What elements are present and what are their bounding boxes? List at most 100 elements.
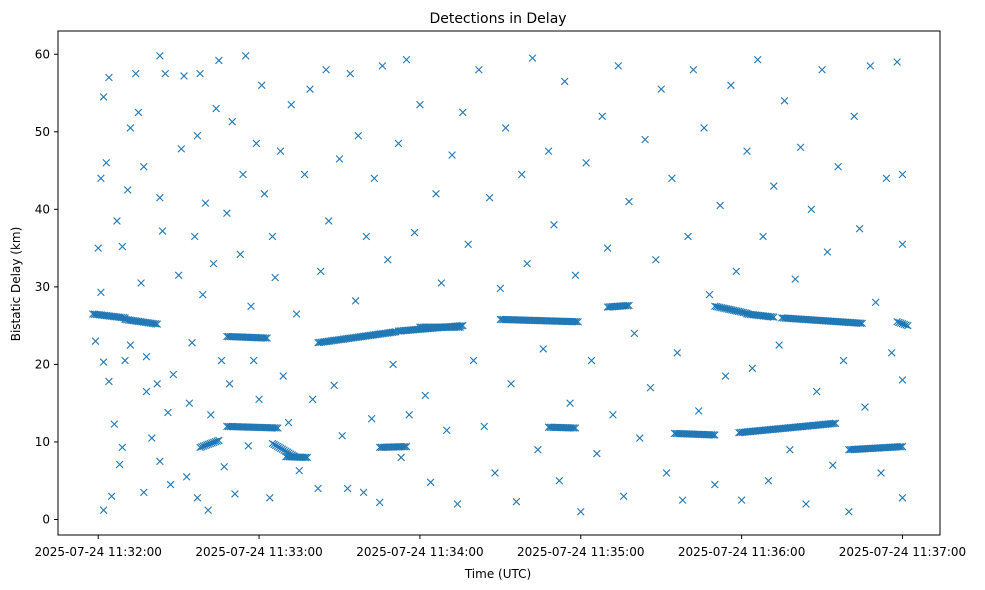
detection-point — [619, 492, 628, 501]
detection-point — [279, 372, 287, 380]
y-tick-label: 10 — [35, 435, 50, 449]
detection-point — [593, 449, 601, 458]
detection-point — [174, 271, 183, 280]
detection-point — [732, 267, 741, 276]
detection-point — [343, 484, 352, 493]
y-tick-label: 30 — [35, 280, 50, 294]
y-tick-label: 40 — [35, 202, 50, 216]
detection-point — [684, 232, 692, 241]
detection-point — [225, 380, 234, 388]
detection-point — [711, 431, 719, 439]
detection-point — [190, 232, 199, 241]
detection-point — [587, 356, 596, 365]
detection-point — [550, 221, 558, 229]
detection-point — [877, 469, 885, 477]
detection-point — [507, 380, 515, 388]
detection-point — [716, 201, 724, 210]
detection-point — [295, 466, 304, 475]
detection-point — [193, 493, 202, 502]
detection-point — [759, 232, 767, 241]
y-tick-label: 0 — [42, 512, 50, 526]
detection-point — [383, 255, 392, 264]
detection-point — [261, 334, 270, 342]
detection-point — [861, 403, 869, 411]
detection-point — [156, 457, 164, 466]
detection-point — [743, 147, 751, 155]
detection-point — [292, 310, 301, 318]
detection-point — [769, 182, 778, 190]
detection-point — [845, 507, 853, 516]
detection-point — [866, 62, 875, 70]
detection-point — [362, 232, 371, 241]
detection-point — [105, 73, 113, 82]
x-axis: 2025-07-24 11:32:00 2025-07-24 11:33:00 20… — [34, 535, 966, 559]
detection-point — [99, 93, 108, 101]
detection-point — [182, 473, 191, 481]
detection-point — [459, 108, 467, 117]
detection-point — [855, 319, 863, 327]
detection-point — [902, 321, 910, 329]
detection-point — [539, 345, 548, 353]
detection-point — [102, 159, 111, 167]
detection-point — [193, 131, 202, 140]
detection-point — [405, 411, 413, 419]
detection-point — [780, 96, 789, 105]
detection-point — [94, 244, 103, 252]
detection-point — [324, 217, 333, 225]
detection-point — [574, 317, 582, 326]
detection-point — [570, 317, 579, 326]
detection-point — [97, 288, 105, 297]
detection-point — [359, 488, 368, 497]
detection-point — [496, 284, 505, 293]
detection-point — [121, 356, 129, 365]
detection-point — [271, 273, 279, 282]
detection-point — [818, 65, 826, 74]
detection-point — [204, 506, 212, 514]
detection-point — [367, 414, 376, 423]
detection-point — [399, 442, 407, 451]
detection-point — [244, 442, 253, 450]
detection-point — [161, 69, 170, 78]
detection-point — [652, 255, 660, 264]
detection-point — [812, 387, 821, 396]
detection-point — [748, 364, 757, 373]
detection-point — [598, 112, 607, 121]
detection-point — [753, 55, 762, 64]
detection-point — [276, 147, 285, 155]
y-axis: 0 10 20 30 40 50 60 — [35, 47, 58, 526]
x-tick-label: 2025-07-24 11:33:00 — [195, 545, 322, 559]
detection-point — [97, 174, 105, 183]
detection-point — [572, 317, 581, 326]
detection-point — [99, 506, 108, 514]
detection-point — [330, 381, 338, 390]
detection-point — [421, 391, 430, 400]
detection-point — [893, 58, 901, 66]
detection-point — [274, 424, 282, 432]
detection-point — [131, 69, 140, 78]
detection-point — [228, 117, 237, 126]
detection-point — [898, 240, 907, 249]
detection-point — [437, 279, 446, 287]
detection-point — [99, 358, 108, 366]
detection-point — [501, 124, 510, 132]
detection-point — [268, 232, 277, 241]
detection-point — [452, 323, 461, 331]
detection-point — [123, 186, 132, 194]
detection-point — [105, 377, 113, 386]
detection-point — [257, 81, 266, 90]
detection-point — [768, 313, 776, 321]
detection-point — [796, 143, 805, 152]
x-tick-label: 2025-07-24 11:36:00 — [678, 545, 805, 559]
detection-point — [764, 476, 773, 485]
detection-point — [300, 170, 309, 179]
detection-point — [662, 469, 671, 477]
detection-point — [91, 337, 100, 345]
x-tick-label: 2025-07-24 11:35:00 — [517, 545, 644, 559]
detection-point — [469, 356, 478, 365]
detection-point — [576, 507, 585, 516]
detection-point — [272, 424, 280, 432]
detection-point — [560, 77, 569, 86]
detection-point — [153, 380, 161, 388]
detection-point — [609, 411, 617, 419]
